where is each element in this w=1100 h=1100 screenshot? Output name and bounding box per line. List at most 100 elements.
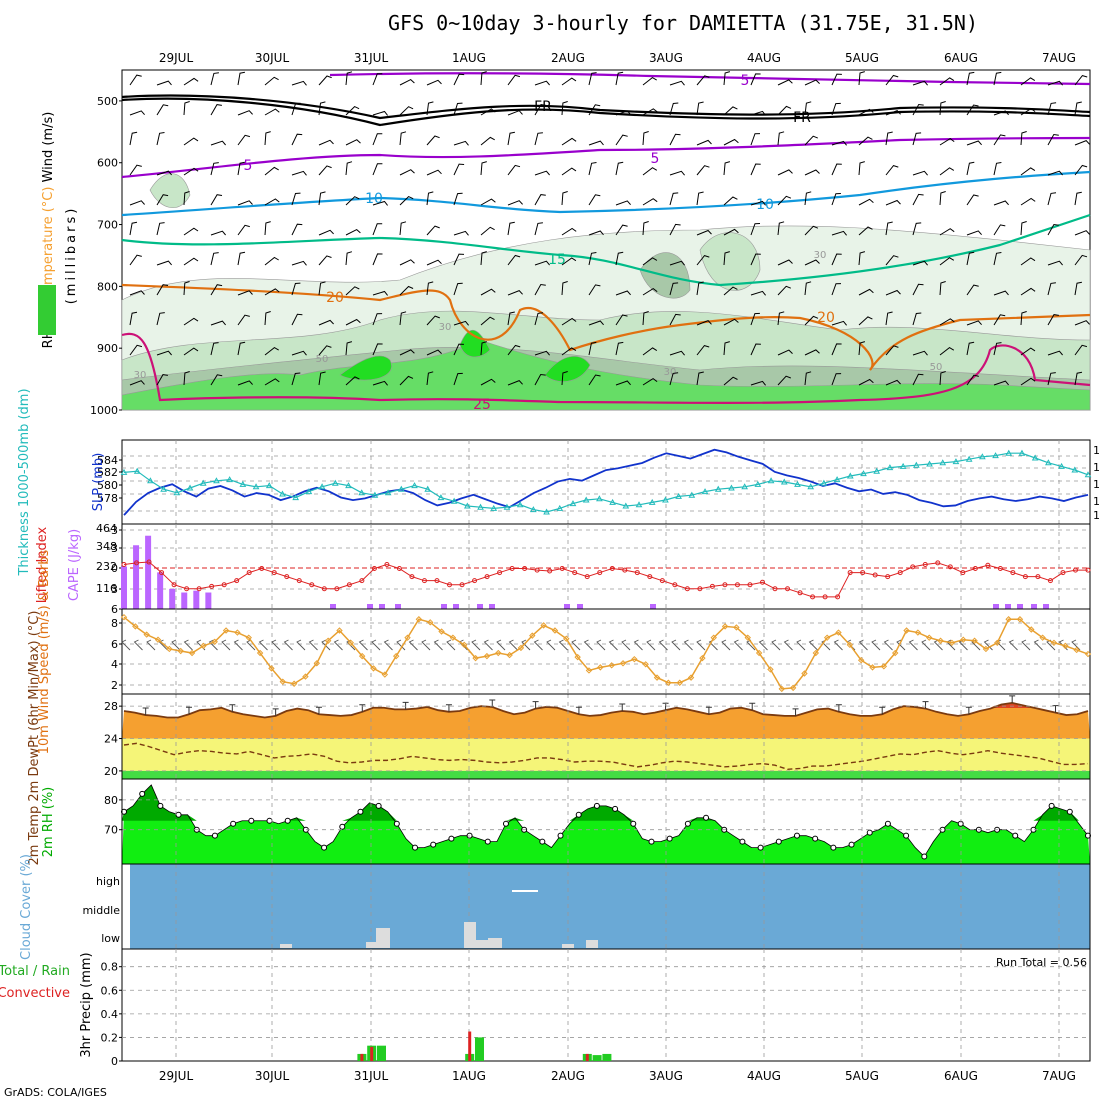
bottom-date-30JUL: 30JUL [255, 1069, 290, 1083]
wind-barb [561, 191, 568, 206]
cape-bar [121, 566, 127, 609]
wind-barb [480, 251, 487, 266]
wind-barb [1047, 372, 1056, 386]
wind-barb [480, 161, 487, 176]
wind-barb [534, 312, 544, 326]
surface-wind-barb [808, 639, 818, 651]
rh-point [502, 820, 509, 827]
wind-barb [129, 290, 145, 296]
surface-wind-barb [521, 639, 531, 651]
wind-barb [399, 131, 407, 146]
run-total-label: Run Total = 0.56 [996, 956, 1087, 969]
wind-barb [723, 318, 739, 326]
lifted-index-point [985, 562, 991, 568]
thickness-point [701, 488, 709, 495]
cape-bar-small-15 [1043, 604, 1049, 609]
wind-barb [939, 371, 946, 386]
wind-barb [588, 341, 597, 356]
wind-barb [507, 221, 515, 236]
panel-2-ytick-3: 3 [111, 583, 118, 596]
wind-barb [615, 290, 631, 296]
wind-barb [480, 226, 495, 236]
wind-barb [480, 71, 487, 86]
surface-wind-barb [596, 639, 606, 651]
cape-bar [133, 545, 140, 609]
rh-point [539, 838, 546, 845]
wind-barb [183, 191, 190, 206]
wind-barb [480, 198, 496, 206]
thickness-point [794, 480, 801, 487]
panel-7-ylabel: 3hr Precip (mm) [79, 952, 94, 1057]
lifted-index-point [872, 572, 878, 578]
isotherm-label-2: 5 [741, 73, 750, 89]
wind-barb [615, 200, 631, 206]
wind-barb [507, 311, 515, 326]
wind-speed-point [449, 634, 457, 641]
wind-barb [210, 104, 222, 116]
panel-2-ylabel: CAPE (J/kg) [67, 529, 82, 601]
wind-barb [993, 314, 1006, 326]
wind-speed-point [1062, 642, 1069, 650]
rh-shade-8 [699, 232, 761, 291]
wind-barb [912, 193, 924, 206]
rh-point [903, 832, 910, 839]
precip-total-bar [475, 1037, 484, 1061]
wind-speed-point [767, 666, 774, 673]
wind-barb [615, 314, 628, 326]
surface-wind-barbs [121, 639, 1081, 651]
temp-minmax-bar [965, 706, 972, 715]
surface-wind-barb [271, 639, 281, 651]
wind-barb [777, 169, 793, 176]
precip-legend-total: Total / Rain [0, 964, 70, 979]
wind-speed-point [290, 680, 298, 687]
wind-barb [669, 170, 685, 176]
wind-barb [318, 255, 332, 266]
rh-shade-3 [121, 339, 1091, 411]
wind-barb [453, 73, 465, 86]
thickness-point [503, 503, 511, 510]
wind-barb [156, 260, 172, 266]
wind-barb [291, 372, 301, 386]
wind-speed-point [835, 629, 842, 636]
wind-barb [210, 230, 226, 236]
lifted-index-point [772, 586, 778, 592]
lifted-index-point [246, 570, 252, 576]
wind-barb [156, 194, 169, 206]
lifted-index-point [622, 567, 628, 573]
temp-minmax-bar [229, 704, 236, 712]
wind-barb [1074, 140, 1090, 146]
wind-speed-point [234, 629, 241, 636]
wind-barb [723, 286, 738, 296]
wind-speed-point [585, 667, 593, 674]
lifted-index-point [196, 586, 202, 592]
surface-wind-barb [733, 639, 743, 651]
surface-wind-barb [558, 639, 568, 651]
rh-point [393, 820, 400, 827]
wind-barb [804, 315, 819, 326]
wind-speed-point [427, 619, 434, 626]
panel-2-ytick-right-0: 464 [96, 522, 117, 535]
wind-barb [669, 350, 685, 356]
thickness-point [860, 470, 867, 477]
lifted-index-point [134, 560, 140, 566]
wind-barb [237, 290, 253, 296]
wind-barb [723, 71, 731, 86]
rh-point [484, 838, 491, 845]
wind-barb [696, 320, 712, 326]
precip-conv-bar [585, 1053, 589, 1061]
thickness-point [424, 485, 432, 492]
thickness-point [463, 502, 471, 509]
wind-barb [534, 260, 550, 266]
thickness-point [1084, 471, 1092, 478]
rh-point [1048, 802, 1055, 809]
rh-point [739, 838, 746, 845]
thickness-point [846, 472, 854, 479]
wind-speed-point [120, 613, 128, 621]
wind-barb [156, 132, 165, 146]
isotherm-label-9: FR [534, 99, 552, 115]
lifted-index-point [447, 582, 453, 588]
lifted-index-point [421, 578, 427, 584]
rh-point [230, 820, 237, 827]
rh-point [557, 832, 564, 839]
